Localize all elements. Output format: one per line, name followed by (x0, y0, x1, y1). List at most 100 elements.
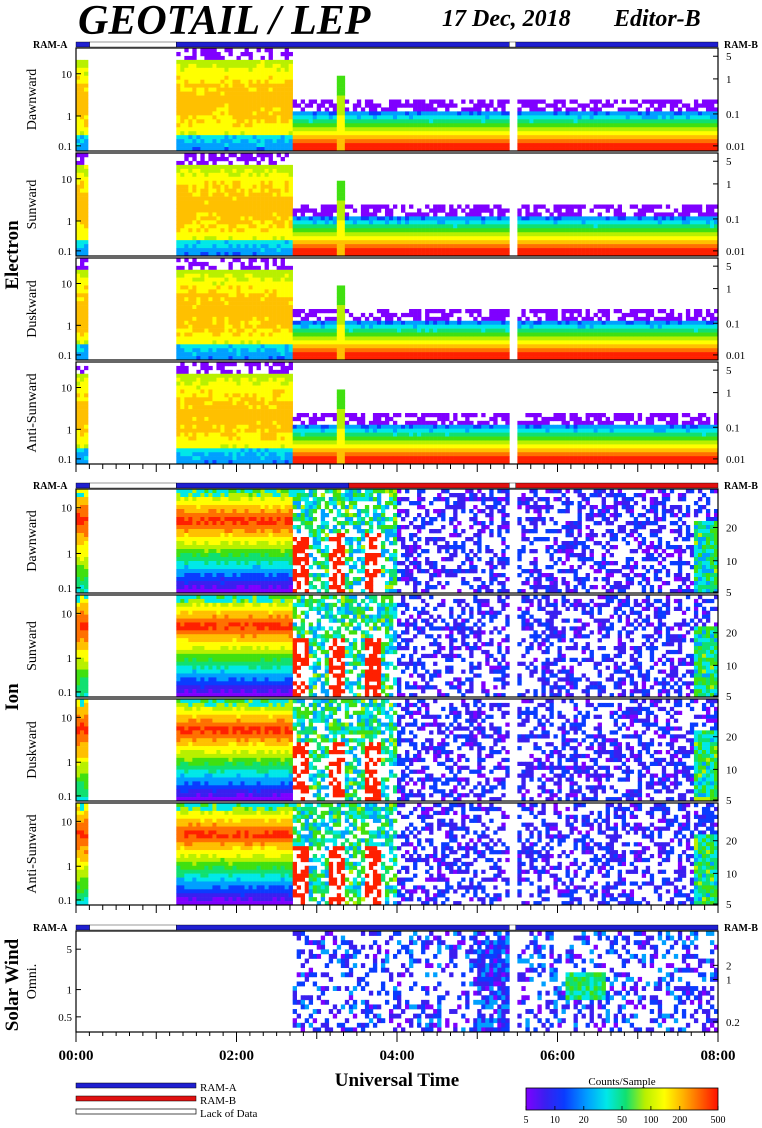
cell (200, 228, 205, 233)
cell (276, 236, 281, 241)
cell (188, 265, 193, 271)
cell (188, 356, 193, 361)
cell (565, 147, 570, 152)
panel-label: Dawnward (25, 69, 40, 130)
cell (585, 103, 590, 108)
cell (204, 261, 209, 267)
cell (633, 244, 639, 249)
cell (252, 289, 257, 294)
cell (689, 252, 695, 257)
cell (260, 356, 265, 361)
cell (597, 244, 602, 249)
cell (204, 232, 209, 237)
cell (220, 176, 225, 182)
cell (597, 236, 602, 241)
cell (188, 281, 193, 286)
cell (577, 216, 582, 221)
cell (392, 244, 398, 249)
cell (493, 244, 498, 249)
cell (260, 312, 265, 318)
cell (224, 216, 229, 221)
cell (609, 119, 614, 124)
cell (685, 248, 691, 253)
cell (449, 220, 454, 225)
cell (208, 51, 213, 57)
cell (260, 87, 265, 92)
cell (288, 164, 293, 170)
cell (537, 236, 542, 241)
cell (625, 216, 631, 221)
cell (561, 127, 566, 132)
cell (565, 123, 570, 128)
cell (196, 340, 201, 345)
cell (228, 200, 233, 205)
cell (76, 216, 81, 221)
cell (192, 79, 197, 84)
cell (84, 200, 89, 205)
cell (260, 196, 265, 201)
cell (541, 244, 546, 249)
cell (348, 216, 354, 221)
cell (392, 119, 398, 124)
cell (208, 340, 213, 345)
cell (272, 143, 277, 148)
cell (200, 301, 205, 306)
cell (457, 111, 462, 116)
cell (80, 344, 85, 349)
cell (204, 208, 209, 213)
cell (220, 107, 225, 112)
cell (633, 115, 639, 120)
cell (292, 324, 297, 329)
cell (240, 131, 245, 136)
cell (224, 240, 229, 245)
cell (461, 248, 466, 253)
cell (176, 51, 181, 57)
cell (324, 204, 330, 209)
cell (188, 131, 193, 136)
cell (240, 188, 245, 193)
cell (445, 228, 450, 233)
cell (501, 123, 506, 128)
cell (372, 228, 378, 233)
cell (252, 240, 257, 245)
cell (517, 147, 522, 152)
cell (196, 332, 201, 337)
cell (545, 139, 550, 144)
cell (212, 99, 217, 104)
cell (525, 115, 530, 120)
cell (561, 216, 566, 221)
cell (188, 320, 193, 325)
cell (260, 139, 265, 144)
cell (300, 224, 306, 229)
cell (280, 147, 285, 152)
cell (280, 277, 285, 282)
cell (80, 240, 85, 245)
cell (533, 224, 538, 229)
cell (673, 232, 679, 237)
cell (280, 196, 285, 201)
cell (653, 212, 659, 217)
cell (268, 107, 273, 112)
cell (481, 111, 486, 116)
cell (280, 168, 285, 174)
cell (280, 352, 285, 357)
cell (280, 119, 285, 124)
cell (176, 143, 181, 148)
cell (348, 220, 354, 225)
cell (268, 95, 273, 100)
cell (224, 269, 229, 274)
cell (617, 244, 622, 249)
cell (505, 139, 510, 144)
cell (569, 204, 574, 209)
cell (368, 135, 374, 140)
cell (192, 168, 197, 174)
cell (677, 99, 683, 104)
cell (264, 91, 269, 96)
cell (284, 71, 289, 77)
cell (188, 273, 193, 278)
cell (188, 91, 193, 96)
cell (196, 240, 201, 245)
cell (76, 356, 81, 361)
cell (304, 147, 310, 152)
cell (525, 220, 530, 225)
